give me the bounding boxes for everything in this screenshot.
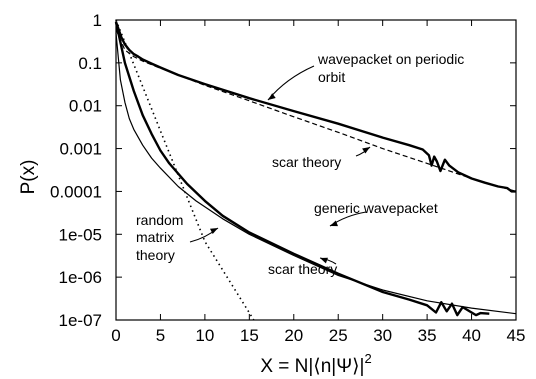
x-tick-label: 30 bbox=[373, 326, 392, 345]
series-line-1 bbox=[114, 21, 516, 193]
annotation-wavepacket-line1: wavepacket on periodic bbox=[317, 51, 464, 67]
y-tick-label: 0.1 bbox=[78, 54, 102, 73]
annotation-wavepacket-line2: orbit bbox=[318, 69, 345, 85]
annotation-arrowhead-4 bbox=[320, 257, 328, 264]
tick-layer: 0 5 10 15 20 25 30 35 40 45 1 0.1 0.01 0.001 0.0001 1e-… bbox=[50, 11, 525, 345]
y-tick-label: 1 bbox=[93, 11, 102, 30]
x-tick-label: 25 bbox=[329, 326, 348, 345]
annotation-arrowhead-2 bbox=[362, 147, 370, 154]
series-layer bbox=[114, 19, 517, 321]
x-tick-label: 15 bbox=[240, 326, 259, 345]
annotation-random-line3: theory bbox=[136, 247, 175, 263]
y-tick-label: 0.0001 bbox=[50, 182, 102, 201]
y-tick-label: 1e-07 bbox=[59, 311, 102, 330]
y-tick-label: 0.01 bbox=[69, 97, 102, 116]
annotation-arrowhead-1 bbox=[268, 93, 276, 100]
x-tick-label: 5 bbox=[156, 326, 165, 345]
y-tick-label: 0.001 bbox=[59, 140, 102, 159]
x-axis-label: X = N|⟨n|Ψ⟩|2 bbox=[260, 351, 371, 377]
y-tick-label: 1e-05 bbox=[59, 225, 102, 244]
x-axis-label-main: X = N|⟨n|Ψ⟩| bbox=[260, 356, 364, 377]
annotation-random-line2: matrix bbox=[136, 229, 174, 245]
y-axis-label: P(x) bbox=[18, 160, 39, 195]
x-tick-label: 35 bbox=[418, 326, 437, 345]
x-tick-label: 20 bbox=[284, 326, 303, 345]
series-line-4 bbox=[115, 32, 517, 315]
plot-frame bbox=[115, 19, 517, 321]
x-tick-label: 0 bbox=[111, 326, 120, 345]
annotation-scar-theory-lower: scar theory bbox=[268, 261, 337, 277]
x-tick-label: 40 bbox=[462, 326, 481, 345]
annotation-arrow-1 bbox=[267, 65, 315, 101]
annotation-arrowhead-3 bbox=[330, 220, 338, 227]
annotation-random-line1: random bbox=[136, 212, 183, 228]
annotation-arrowhead-5 bbox=[210, 228, 218, 234]
x-tick-label: 45 bbox=[507, 326, 526, 345]
series-line-2 bbox=[115, 29, 517, 192]
annotation-generic-wavepacket: generic wavepacket bbox=[314, 200, 438, 216]
annotation-scar-theory-upper: scar theory bbox=[272, 154, 341, 170]
x-axis-label-superscript: 2 bbox=[364, 351, 371, 366]
series-line-5 bbox=[115, 19, 255, 321]
x-tick-label: 10 bbox=[195, 326, 214, 345]
arrow-layer bbox=[189, 65, 371, 265]
y-tick-label: 1e-06 bbox=[59, 268, 102, 287]
